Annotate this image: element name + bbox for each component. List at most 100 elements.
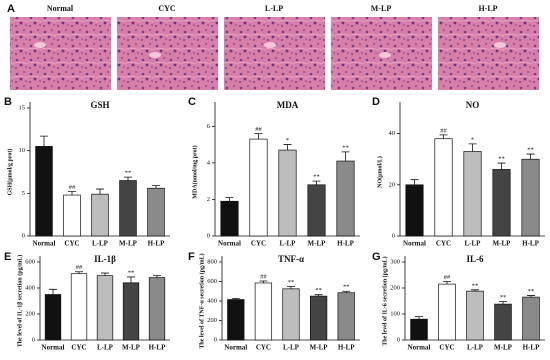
x-tick-label: M-LP <box>308 240 327 248</box>
x-tick-label: Normal <box>408 344 431 352</box>
histology-image <box>438 17 539 90</box>
y-tick-label: 20 <box>389 181 396 188</box>
bar <box>410 318 428 341</box>
error-bar <box>287 285 295 289</box>
histology-image <box>117 17 218 90</box>
error-bar <box>153 275 161 278</box>
error-bar <box>101 272 109 276</box>
y-tick-label: 0 <box>397 336 400 343</box>
bar <box>309 295 328 341</box>
y-tick-label: 800 <box>207 258 217 265</box>
x-tick-label: H-LP <box>522 240 539 248</box>
y-tick-label: 200 <box>25 310 35 317</box>
error-bar <box>415 316 423 320</box>
x-tick-label: H-LP <box>148 240 165 248</box>
x-tick-label: Normal <box>403 240 426 248</box>
significance: ** <box>527 147 534 154</box>
x-tick-label: CYC <box>251 240 266 248</box>
y-tick-label: 600 <box>207 278 217 285</box>
bar <box>254 282 273 341</box>
bar <box>494 303 512 341</box>
vessel <box>34 42 46 48</box>
x-tick-label: Normal <box>42 344 65 352</box>
significance: ## <box>260 273 267 280</box>
x-tick-label: L-LP <box>280 240 297 248</box>
vessel <box>494 42 506 48</box>
image-label: L-LP <box>265 4 283 13</box>
error-bar <box>443 281 451 285</box>
error-bar <box>40 135 48 147</box>
x-tick-label: H-LP <box>337 240 354 248</box>
x-tick-label: H-LP <box>523 344 540 352</box>
bar <box>522 296 540 341</box>
significance: ** <box>313 174 320 181</box>
y-axis-label: MDA(nmol/mg prot) <box>191 145 198 198</box>
y-axis-label: NO(μmol/L) <box>376 156 383 188</box>
error-bar <box>526 153 535 160</box>
significance: ** <box>128 269 135 276</box>
bar <box>282 288 300 341</box>
y-tick-label: 300 <box>390 258 400 265</box>
panel-letter: A <box>7 3 15 15</box>
y-tick-label: 15 <box>19 104 26 111</box>
bar <box>336 160 355 237</box>
significance: ## <box>255 126 262 133</box>
significance: ## <box>69 184 76 191</box>
panel-letter: F <box>188 251 195 263</box>
histology-image <box>224 17 325 90</box>
error-bar <box>96 188 104 195</box>
error-bar <box>499 301 507 305</box>
error-bar <box>225 197 234 202</box>
vessel <box>149 52 161 58</box>
significance: ## <box>76 264 83 271</box>
y-tick-label: 200 <box>390 284 400 291</box>
vessel <box>379 52 391 58</box>
error-bar <box>468 143 477 152</box>
error-bar <box>75 271 83 274</box>
bar <box>405 184 424 237</box>
significance: ** <box>125 170 132 177</box>
y-tick-label: 400 <box>25 284 35 291</box>
bar <box>119 180 137 237</box>
error-bar <box>68 191 76 196</box>
error-bar <box>283 144 292 151</box>
significance: ** <box>528 288 535 295</box>
bar <box>307 184 326 237</box>
significance: ** <box>500 294 507 301</box>
significance: ** <box>315 287 322 294</box>
significance: ** <box>343 284 350 291</box>
y-tick-label: 4 <box>207 159 211 166</box>
y-tick-label: 100 <box>390 310 400 317</box>
error-bar <box>314 294 323 297</box>
bar <box>249 138 268 237</box>
error-bar <box>439 134 448 139</box>
x-tick-label: Normal <box>224 344 247 352</box>
error-bar <box>410 179 419 185</box>
error-bar <box>124 176 132 181</box>
x-tick-label: CYC <box>256 344 271 352</box>
y-tick-label: 400 <box>207 297 217 304</box>
error-bar <box>254 133 263 140</box>
y-tick-label: 40 <box>389 130 396 137</box>
bar <box>70 273 88 341</box>
panel-letter: G <box>372 251 381 263</box>
significance: ** <box>342 144 349 151</box>
x-tick-label: L-LP <box>92 240 109 248</box>
y-tick-label: 5 <box>22 190 25 197</box>
y-tick-label: 0 <box>22 232 25 239</box>
error-bar <box>152 185 160 189</box>
significance: ## <box>444 274 451 281</box>
x-tick-label: CYC <box>64 240 79 248</box>
histology-image <box>10 17 111 90</box>
x-tick-label: L-LP <box>465 240 482 248</box>
x-tick-label: M-LP <box>310 344 329 352</box>
error-bar <box>497 162 506 170</box>
y-tick-label: 0 <box>207 232 210 239</box>
y-tick-label: 6 <box>207 123 211 130</box>
error-bar <box>231 297 240 300</box>
y-tick-label: 10 <box>19 147 26 154</box>
y-tick-label: 200 <box>207 317 217 324</box>
y-axis-label: The level of TNF-α secretion (pg/mL) <box>198 253 205 348</box>
bar <box>278 149 297 237</box>
